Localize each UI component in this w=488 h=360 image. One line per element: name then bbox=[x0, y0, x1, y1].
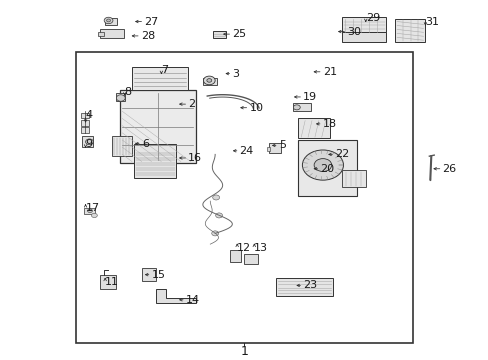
Bar bbox=[212, 31, 226, 39]
Polygon shape bbox=[156, 289, 195, 303]
Bar bbox=[298, 118, 329, 138]
Bar bbox=[76, 52, 412, 343]
Text: 22: 22 bbox=[334, 149, 348, 159]
Bar bbox=[81, 127, 88, 133]
Bar bbox=[342, 170, 365, 188]
Text: 20: 20 bbox=[320, 164, 334, 174]
Bar bbox=[81, 113, 88, 118]
Text: 10: 10 bbox=[249, 103, 263, 113]
Text: 5: 5 bbox=[278, 140, 285, 150]
Bar bbox=[100, 29, 123, 38]
Bar bbox=[100, 275, 116, 289]
Circle shape bbox=[85, 139, 93, 145]
Text: 26: 26 bbox=[442, 164, 456, 174]
Text: 3: 3 bbox=[232, 69, 239, 78]
Circle shape bbox=[215, 213, 222, 218]
Text: 15: 15 bbox=[151, 270, 165, 280]
Text: 29: 29 bbox=[365, 13, 379, 23]
Bar bbox=[229, 249, 240, 262]
Bar bbox=[116, 93, 125, 101]
Bar bbox=[142, 268, 156, 281]
Circle shape bbox=[212, 195, 219, 200]
Text: 21: 21 bbox=[322, 67, 336, 77]
Bar bbox=[105, 18, 117, 25]
Text: 7: 7 bbox=[161, 65, 168, 75]
Circle shape bbox=[104, 17, 113, 24]
Bar bbox=[243, 254, 258, 264]
Circle shape bbox=[106, 19, 110, 22]
Text: 27: 27 bbox=[144, 17, 158, 27]
Text: 13: 13 bbox=[254, 243, 268, 253]
Circle shape bbox=[203, 76, 215, 85]
Text: 19: 19 bbox=[303, 92, 317, 102]
Circle shape bbox=[91, 213, 97, 217]
Bar bbox=[120, 90, 195, 163]
Circle shape bbox=[87, 209, 92, 212]
Text: 12: 12 bbox=[237, 243, 251, 253]
Circle shape bbox=[313, 159, 331, 171]
Bar bbox=[394, 19, 425, 42]
Text: 25: 25 bbox=[232, 29, 246, 39]
Text: 4: 4 bbox=[85, 110, 93, 120]
Text: 31: 31 bbox=[425, 17, 439, 27]
Bar bbox=[266, 147, 270, 151]
Bar bbox=[81, 120, 88, 126]
Bar bbox=[276, 278, 332, 296]
Text: 17: 17 bbox=[85, 203, 100, 213]
Text: 1: 1 bbox=[240, 345, 248, 358]
Bar bbox=[98, 32, 103, 36]
Bar bbox=[342, 32, 386, 42]
Circle shape bbox=[206, 78, 211, 82]
Circle shape bbox=[116, 95, 125, 101]
Bar bbox=[112, 136, 132, 156]
Text: 2: 2 bbox=[188, 99, 195, 109]
Bar bbox=[134, 144, 176, 178]
Text: 16: 16 bbox=[188, 153, 202, 163]
Text: 18: 18 bbox=[322, 119, 336, 129]
Bar bbox=[293, 103, 310, 111]
Bar bbox=[84, 208, 95, 213]
Bar bbox=[298, 140, 356, 196]
Circle shape bbox=[302, 150, 343, 180]
Text: 11: 11 bbox=[105, 277, 119, 287]
Bar bbox=[268, 143, 281, 153]
Bar bbox=[342, 17, 386, 32]
Text: 28: 28 bbox=[141, 31, 155, 41]
Text: 9: 9 bbox=[85, 139, 93, 149]
Text: 14: 14 bbox=[185, 295, 200, 305]
Text: 8: 8 bbox=[124, 86, 132, 96]
Bar bbox=[132, 67, 188, 90]
Text: 6: 6 bbox=[142, 139, 148, 149]
Circle shape bbox=[293, 105, 300, 110]
Text: 30: 30 bbox=[346, 27, 361, 37]
Circle shape bbox=[211, 231, 218, 236]
Text: 24: 24 bbox=[239, 146, 253, 156]
Bar bbox=[203, 77, 216, 85]
Text: 23: 23 bbox=[303, 280, 317, 291]
Bar bbox=[82, 136, 93, 147]
